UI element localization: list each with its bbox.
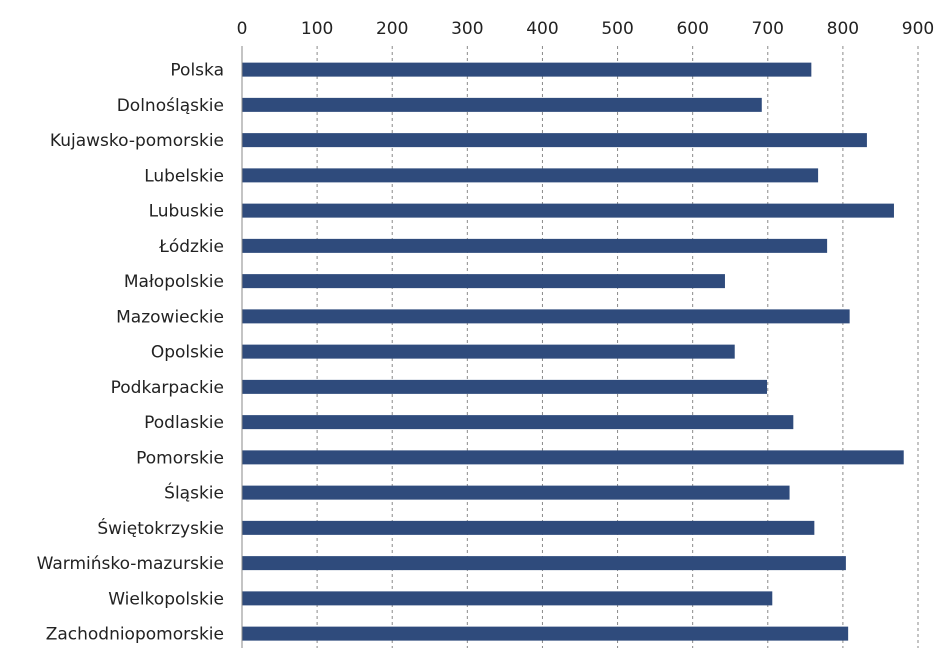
bar [242,344,735,359]
bar [242,238,828,253]
category-label: Łódzkie [158,237,224,257]
category-label: Pomorskie [136,448,224,468]
x-tick-label: 0 [237,19,248,39]
bar [242,274,725,289]
bar [242,133,867,148]
x-tick-label: 400 [526,19,558,39]
category-label: Świętokrzyskie [97,517,224,539]
x-tick-label: 700 [752,19,784,39]
bar [242,556,846,571]
category-label: Śląskie [164,482,224,504]
bar [242,168,819,183]
category-label: Mazowieckie [116,307,224,327]
category-label: Podlaskie [144,413,224,433]
bar [242,62,812,77]
category-label: Warmińsko-mazurskie [37,554,224,574]
bar [242,450,904,465]
bar [242,415,794,430]
x-tick-label: 500 [601,19,633,39]
bar [242,97,762,112]
bars [242,62,904,641]
category-label: Dolnośląskie [117,96,224,116]
bar [242,309,850,324]
category-label: Wielkopolskie [108,589,224,609]
x-axis-ticks: 0 100 200 300 400 500 600 700 800 900 [237,19,935,39]
category-label: Polska [170,61,224,81]
bar [242,203,894,218]
x-tick-label: 100 [301,19,333,39]
category-label: Zachodniopomorskie [46,625,224,645]
category-label: Małopolskie [124,272,224,292]
x-tick-label: 900 [902,19,934,39]
category-label: Lubuskie [149,202,224,222]
category-label: Kujawsko-pomorskie [50,131,224,151]
x-tick-label: 800 [827,19,859,39]
x-tick-label: 600 [676,19,708,39]
category-label: Podkarpackie [111,378,224,398]
category-label: Lubelskie [144,166,224,186]
category-label: Opolskie [151,343,224,363]
bar [242,485,790,500]
bar [242,591,773,606]
x-tick-label: 200 [376,19,408,39]
bar [242,379,768,394]
bar [242,520,815,535]
x-tick-label: 300 [451,19,483,39]
category-labels: Polska Dolnośląskie Kujawsko-pomorskie Lube… [37,61,224,645]
bar [242,626,849,641]
